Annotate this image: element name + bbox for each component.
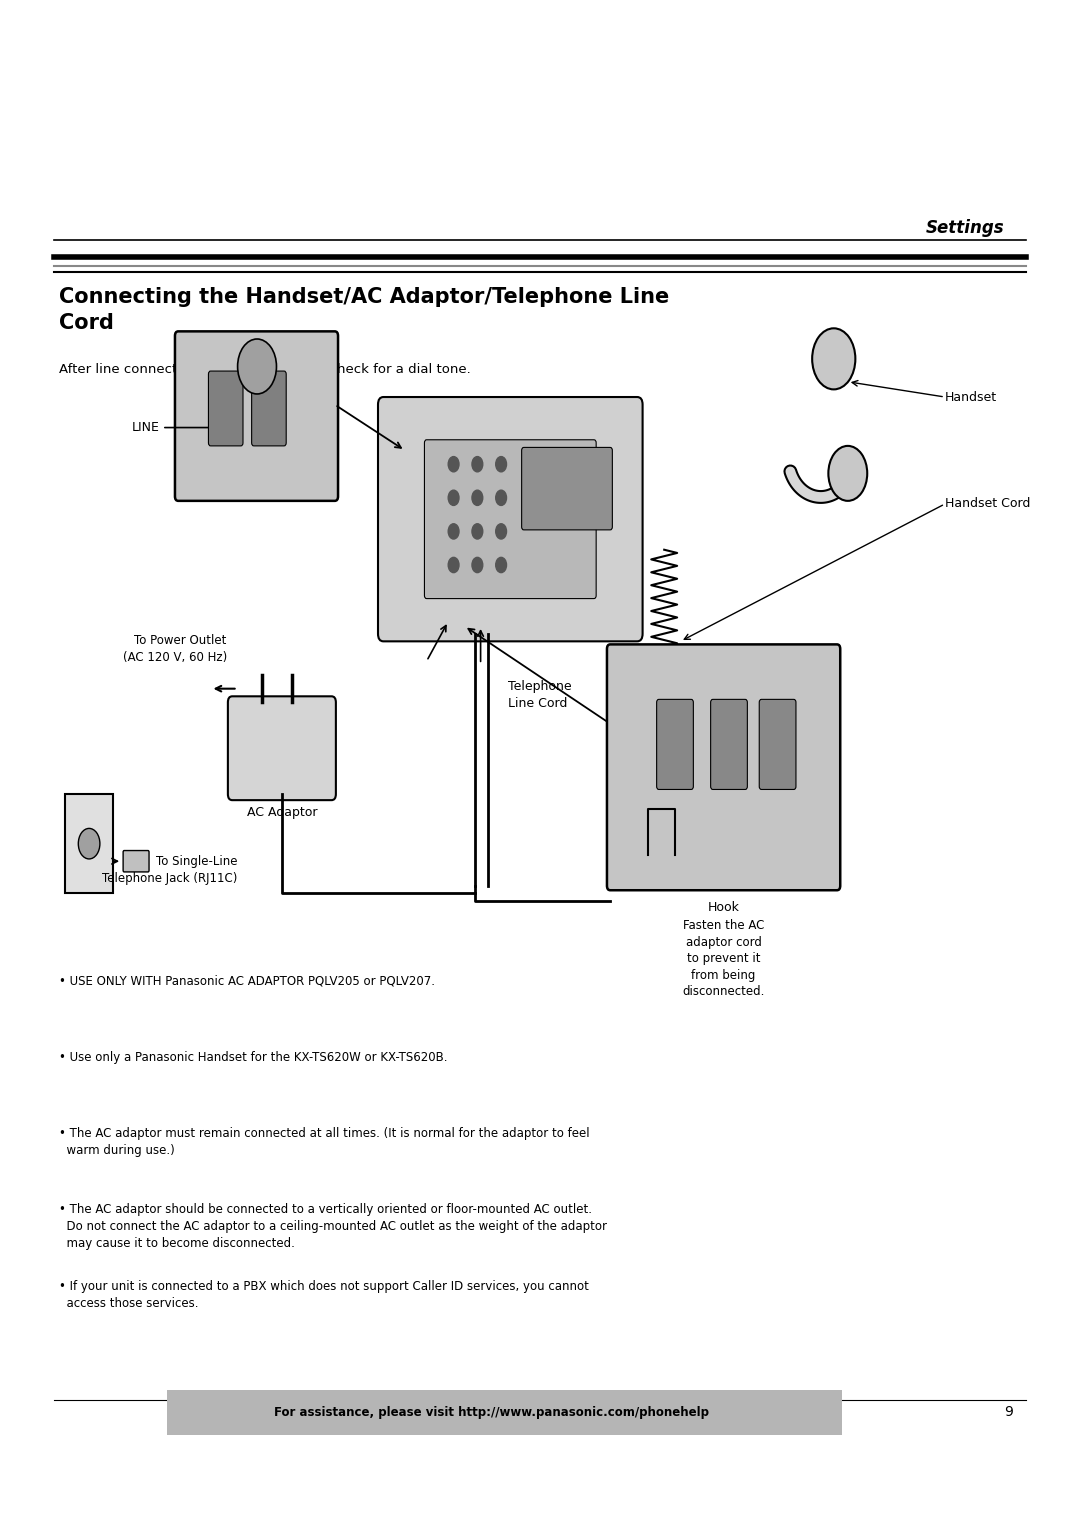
Bar: [65, 794, 113, 893]
FancyBboxPatch shape: [424, 440, 596, 599]
Circle shape: [448, 490, 459, 505]
Circle shape: [496, 524, 507, 539]
Text: For assistance, please visit http://www.panasonic.com/phonehelp: For assistance, please visit http://www.…: [274, 1406, 708, 1419]
Text: • If your unit is connected to a PBX which does not support Caller ID services, : • If your unit is connected to a PBX whi…: [59, 1280, 590, 1310]
Circle shape: [496, 557, 507, 573]
FancyBboxPatch shape: [175, 331, 338, 501]
FancyBboxPatch shape: [378, 397, 643, 641]
Circle shape: [812, 328, 855, 389]
Text: Handset: Handset: [945, 391, 997, 403]
Circle shape: [78, 828, 99, 858]
Text: Fasten the AC
adaptor cord
to prevent it
from being
disconnected.: Fasten the AC adaptor cord to prevent it…: [683, 919, 765, 999]
FancyBboxPatch shape: [123, 851, 149, 872]
Text: • USE ONLY WITH Panasonic AC ADAPTOR PQLV205 or PQLV207.: • USE ONLY WITH Panasonic AC ADAPTOR PQL…: [59, 974, 435, 988]
FancyBboxPatch shape: [607, 644, 840, 890]
FancyBboxPatch shape: [167, 1390, 842, 1435]
Circle shape: [448, 557, 459, 573]
Circle shape: [472, 457, 483, 472]
Text: After line connection, lift the handset to check for a dial tone.: After line connection, lift the handset …: [59, 363, 471, 377]
Text: To Single-Line
Telephone Jack (RJ11C): To Single-Line Telephone Jack (RJ11C): [103, 855, 238, 886]
FancyBboxPatch shape: [657, 699, 693, 789]
Text: Telephone
Line Cord: Telephone Line Cord: [508, 680, 571, 710]
FancyBboxPatch shape: [208, 371, 243, 446]
Text: Settings: Settings: [926, 218, 1004, 237]
FancyBboxPatch shape: [522, 447, 612, 530]
Circle shape: [472, 557, 483, 573]
Text: • The AC adaptor must remain connected at all times. (It is normal for the adapt: • The AC adaptor must remain connected a…: [59, 1127, 590, 1157]
FancyBboxPatch shape: [228, 696, 336, 800]
Text: AC Adaptor: AC Adaptor: [246, 806, 318, 820]
FancyBboxPatch shape: [252, 371, 286, 446]
Text: Handset Cord: Handset Cord: [945, 498, 1030, 510]
Circle shape: [448, 457, 459, 472]
Circle shape: [496, 490, 507, 505]
Text: LINE: LINE: [132, 421, 160, 434]
Text: To Power Outlet
(AC 120 V, 60 Hz): To Power Outlet (AC 120 V, 60 Hz): [122, 634, 227, 664]
Text: Hook: Hook: [707, 901, 740, 915]
Text: • The AC adaptor should be connected to a vertically oriented or floor-mounted A: • The AC adaptor should be connected to …: [59, 1203, 607, 1251]
FancyBboxPatch shape: [711, 699, 747, 789]
Text: 9: 9: [1004, 1405, 1013, 1420]
Circle shape: [496, 457, 507, 472]
Text: Connecting the Handset/AC Adaptor/Telephone Line
Cord: Connecting the Handset/AC Adaptor/Teleph…: [59, 287, 670, 333]
Circle shape: [448, 524, 459, 539]
Circle shape: [472, 490, 483, 505]
FancyBboxPatch shape: [759, 699, 796, 789]
Circle shape: [828, 446, 867, 501]
Text: • Use only a Panasonic Handset for the KX-TS620W or KX-TS620B.: • Use only a Panasonic Handset for the K…: [59, 1051, 448, 1064]
Circle shape: [472, 524, 483, 539]
Circle shape: [238, 339, 276, 394]
